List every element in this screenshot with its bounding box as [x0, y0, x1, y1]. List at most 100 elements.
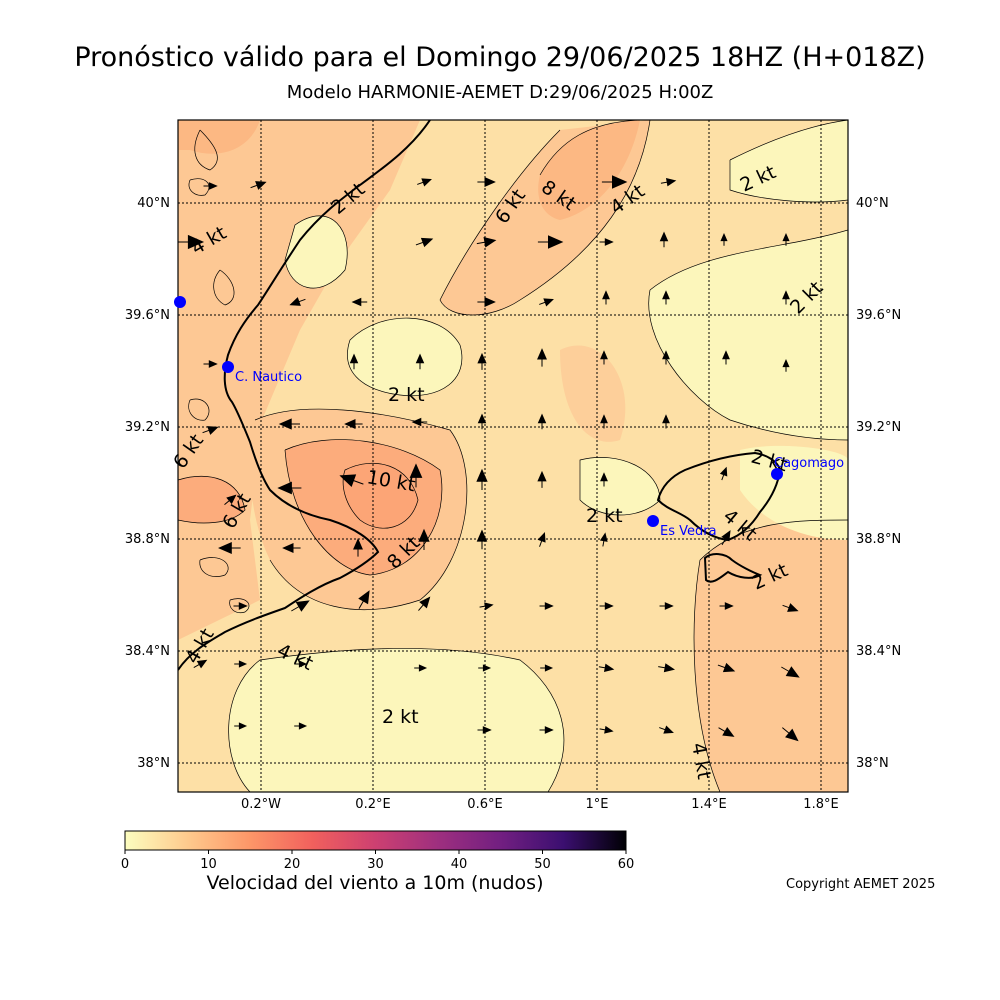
wind-arrow — [781, 666, 800, 678]
lat-label: 38.8°N — [125, 532, 170, 547]
wind-arrow — [476, 529, 488, 550]
wind-arrow — [178, 234, 205, 250]
lat-label: 39.6°N — [125, 308, 170, 323]
wind-arrow — [224, 494, 237, 506]
lat-label: 39.2°N — [125, 420, 170, 435]
place-label-cagomago: Cagomago — [774, 456, 844, 471]
wind-arrow — [415, 237, 434, 248]
wind-arrow — [234, 722, 248, 730]
wind-arrow — [234, 660, 248, 668]
wind-arrow — [599, 532, 608, 547]
wind-arrow — [203, 360, 218, 368]
colorbar-ticks: 0 10 20 30 40 50 60 — [121, 857, 634, 872]
wind-field — [178, 120, 848, 792]
wind-arrow — [540, 664, 554, 672]
contour-label: 2 kt — [586, 505, 623, 527]
wind-arrow — [659, 602, 674, 610]
wind-arrow — [782, 232, 790, 246]
place-markers: C. Nautico Es Vedra Cagomago — [174, 296, 844, 539]
copyright: Copyright AEMET 2025 — [786, 877, 936, 892]
place-marker-cagomago — [771, 468, 783, 480]
place-marker-es-vedra — [647, 515, 659, 527]
wind-arrow — [537, 532, 546, 547]
lat-label: 38.8°N — [856, 532, 901, 547]
wind-arrow — [344, 419, 363, 429]
colorbar-tick: 30 — [367, 857, 384, 872]
colorbar-tick: 50 — [534, 857, 551, 872]
wind-arrow — [415, 353, 425, 370]
wind-arrow — [719, 602, 734, 610]
wind-arrow — [278, 418, 300, 430]
lat-label: 40°N — [137, 196, 170, 211]
colorbar-tick: 40 — [451, 857, 468, 872]
colorbar-tick: 20 — [284, 857, 301, 872]
wind-arrow — [349, 353, 359, 370]
wind-arrow — [539, 602, 554, 610]
wind-arrow — [353, 538, 363, 557]
lon-label: 0.6°E — [467, 797, 502, 812]
wind-arrow — [233, 602, 248, 610]
place-marker — [174, 296, 186, 308]
wind-arrow — [598, 663, 615, 672]
wind-arrow — [539, 298, 554, 307]
wind-arrow — [722, 350, 730, 365]
wind-arrow — [250, 181, 267, 190]
wind-arrow — [599, 725, 614, 734]
wind-arrow — [599, 238, 614, 246]
wind-arrow — [411, 417, 428, 427]
wind-arrow — [599, 602, 614, 610]
wind-arrow — [294, 722, 308, 730]
place-marker-c-nautico — [222, 361, 234, 373]
lon-label: 0.2°E — [355, 797, 390, 812]
wind-arrow — [418, 528, 430, 550]
wind-arrow — [662, 350, 670, 365]
lat-label: 39.6°N — [856, 308, 901, 323]
wind-arrow — [602, 290, 610, 305]
lat-label: 38.4°N — [856, 644, 901, 659]
lon-label: 1.8°E — [803, 797, 838, 812]
lat-label: 38°N — [856, 756, 889, 771]
wind-arrow — [660, 178, 677, 187]
wind-arrow — [476, 468, 488, 490]
wind-arrow — [478, 664, 492, 672]
wind-arrow — [600, 414, 608, 429]
wind-arrow — [719, 466, 728, 481]
lat-label: 38.4°N — [125, 644, 170, 659]
wind-arrow — [600, 472, 608, 487]
wind-arrow — [358, 590, 370, 609]
lon-label: 1.4°E — [691, 797, 726, 812]
wind-arrow — [659, 725, 674, 734]
wind-arrow — [417, 178, 432, 187]
colorbar-title: Velocidad del viento a 10m (nudos) — [206, 872, 544, 894]
wind-arrow — [477, 413, 487, 430]
wind-arrow — [291, 600, 310, 612]
colorbar-tick: 10 — [200, 857, 217, 872]
wind-arrow — [476, 237, 497, 248]
wind-arrow — [537, 470, 547, 488]
wind-arrow — [418, 596, 431, 611]
wind-arrow — [782, 727, 799, 742]
wind-arrow — [782, 603, 799, 612]
place-label-es-vedra: Es Vedra — [660, 524, 717, 539]
wind-arrow — [662, 414, 670, 429]
wind-arrow — [414, 664, 428, 672]
colorbar — [124, 830, 627, 851]
page-title: Pronóstico válido para el Domingo 29/06/… — [74, 42, 926, 73]
wind-arrow — [659, 231, 669, 248]
wind-arrow — [662, 290, 670, 305]
wind-arrow — [477, 177, 496, 187]
place-label-c-nautico: C. Nautico — [235, 370, 302, 385]
colorbar-tick: 60 — [618, 857, 635, 872]
wind-arrow — [477, 726, 492, 734]
wind-arrow — [782, 290, 790, 305]
wind-arrow — [782, 358, 790, 372]
wind-arrow — [294, 660, 308, 668]
wind-arrow — [202, 426, 219, 435]
lat-label: 40°N — [856, 196, 889, 211]
wind-arrow — [721, 530, 731, 546]
wind-arrow — [537, 235, 564, 249]
wind-arrow — [203, 182, 218, 190]
wind-arrow — [720, 232, 728, 246]
wind-arrow — [289, 297, 306, 306]
lon-label: 1°E — [586, 797, 609, 812]
